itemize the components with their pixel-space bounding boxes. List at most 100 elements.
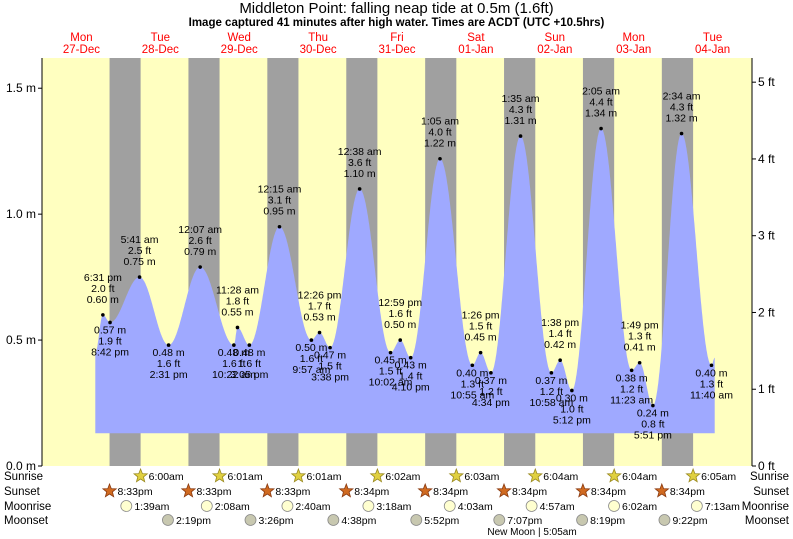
tide-ft-label: 1.3 ft (628, 331, 651, 343)
tide-time-label: 3:05 pm (230, 369, 268, 381)
tide-point (478, 350, 483, 355)
tide-time-label: 12:07 am (178, 224, 222, 236)
tide-point (637, 360, 642, 365)
tide-time-label: 3:38 pm (311, 372, 349, 384)
tide-m-label: 0.47 m (314, 350, 346, 362)
sunrise-time: 6:00am (149, 471, 184, 483)
row-label-moonset: Moonset (4, 515, 49, 527)
tide-ft-label: 1.3 ft (700, 378, 723, 390)
tide-point (470, 363, 475, 368)
tide-m-label: 0.43 m (395, 360, 427, 372)
tide-time-label: 12:15 am (258, 184, 302, 196)
day-name: Tue (703, 32, 722, 44)
tide-time-label: 2:31 pm (150, 369, 188, 381)
tide-m-label: 0.37 m (535, 375, 567, 387)
day-date: 03-Jan (616, 44, 651, 56)
tide-m-label: 0.45 m (465, 332, 497, 344)
tide-time-label: 1:38 pm (541, 317, 579, 329)
tide-point (629, 368, 634, 373)
tide-point (549, 371, 554, 375)
sunset-time: 8:33pm (275, 486, 310, 498)
tide-ft-label: 1.6 ft (389, 308, 412, 320)
tide-point (518, 134, 523, 138)
moonrise-time: 2:08am (215, 501, 250, 513)
row-label-right-sunrise: Sunrise (750, 471, 789, 483)
sunrise-icon (685, 467, 701, 483)
left-tick-label: 0.5 m (6, 333, 36, 347)
tide-ft-label: 1.6 ft (222, 358, 245, 370)
day-date: 01-Jan (458, 44, 493, 56)
sunset-time: 8:34pm (670, 486, 705, 498)
moonrise-time: 7:13am (705, 501, 740, 513)
tide-ft-label: 1.6 ft (238, 358, 261, 370)
moonset-time: 7:07pm (507, 515, 542, 527)
tide-m-label: 0.75 m (124, 256, 156, 268)
tide-ft-label: 1.2 ft (620, 383, 643, 395)
row-label-right-moonrise: Moonrise (742, 501, 789, 513)
tide-time-label: 11:28 am (216, 284, 259, 296)
sunrise-time: 6:03am (464, 471, 499, 483)
moonrise-time: 4:03am (458, 501, 493, 513)
sunrise-icon (132, 467, 149, 483)
tide-ft-label: 1.5 ft (379, 366, 402, 378)
moonset-icon (576, 514, 589, 526)
tide-ft-label: 4.0 ft (428, 127, 451, 139)
tide-m-label: 0.50 m (295, 342, 327, 354)
tide-m-label: 0.38 m (616, 372, 648, 384)
tide-ft-label: 1.6 ft (157, 358, 180, 370)
sunset-time: 8:34pm (433, 486, 468, 498)
tide-time-label: 1:26 pm (462, 310, 500, 322)
sunrise-time: 6:04am (622, 471, 657, 483)
tide-m-label: 0.60 m (87, 294, 119, 306)
moonset-time: 2:19pm (176, 515, 211, 527)
tide-time-label: 12:38 am (338, 146, 382, 158)
moonset-time: 9:22pm (672, 515, 707, 527)
moonrise-icon (200, 500, 213, 512)
tide-point (309, 338, 314, 342)
tide-ft-label: 1.5 ft (318, 361, 341, 373)
moonset-icon (327, 514, 340, 526)
sunrise-time: 6:02am (385, 471, 420, 483)
tide-time-label: 10:02 am (369, 377, 413, 389)
tide-ft-label: 1.5 ft (469, 321, 492, 333)
sunset-icon (417, 482, 433, 498)
tide-m-label: 0.53 m (303, 312, 335, 324)
tide-ft-label: 0.8 ft (641, 419, 664, 431)
day-name: Mon (70, 32, 92, 44)
tide-point (247, 343, 252, 347)
moonrise-icon (362, 500, 375, 512)
tide-ft-label: 1.6 ft (300, 353, 323, 365)
tide-time-label: 8:42 pm (91, 346, 129, 358)
tide-point (651, 403, 655, 408)
tide-m-label: 0.48 m (233, 347, 265, 359)
row-label-right-sunset: Sunset (753, 486, 790, 498)
tide-ft-label: 2.5 ft (128, 245, 151, 257)
tide-time-label: 9:57 am (292, 364, 330, 376)
tide-point (709, 363, 714, 368)
tide-ft-label: 1.2 ft (479, 386, 502, 398)
tide-time-label: 1:49 pm (621, 320, 659, 332)
tide-m-label: 1.34 m (585, 108, 617, 120)
moonset-icon (493, 514, 506, 526)
moonrise-time: 2:40am (295, 501, 330, 513)
row-label-right-moonset: Moonset (745, 515, 790, 527)
tide-point (438, 156, 442, 161)
sunset-time: 8:33pm (196, 486, 231, 498)
tide-point (408, 355, 413, 360)
right-tick-label: 0 ft (758, 459, 775, 473)
tide-time-label: 5:12 pm (553, 414, 591, 426)
tide-m-label: 0.37 m (475, 375, 507, 387)
tide-m-label: 1.32 m (665, 113, 697, 125)
tide-ft-label: 1.4 ft (399, 371, 422, 383)
moonrise-icon (525, 500, 538, 512)
tide-time-label: 1:05 am (421, 116, 459, 128)
day-date: 29-Dec (221, 44, 258, 56)
moonset-time: 8:19pm (590, 515, 625, 527)
sunset-time: 8:33pm (118, 486, 153, 498)
day-date: 04-Jan (695, 44, 730, 56)
sunrise-icon (448, 467, 465, 483)
tide-point (328, 345, 332, 350)
tide-time-label: 2:05 am (582, 86, 620, 98)
tide-time-label: 11:23 am (610, 394, 653, 406)
